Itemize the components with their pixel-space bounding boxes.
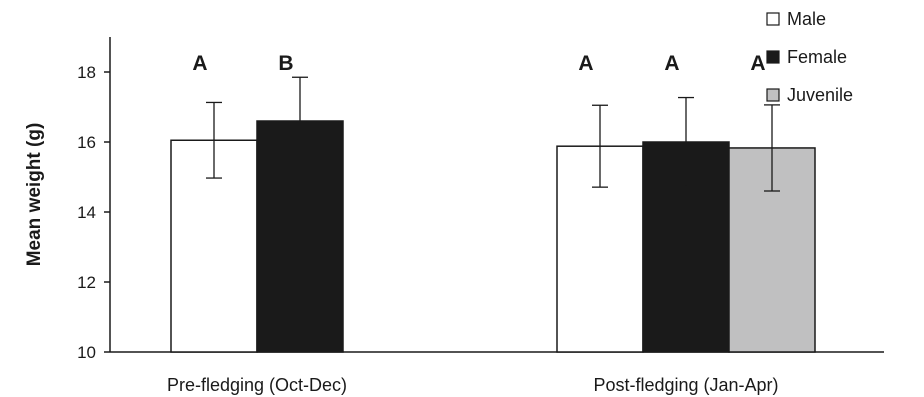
labels: A B Pre-fledging (Oct-Dec) A A A Post-fledging… — [167, 52, 779, 395]
y-tick-label: 16 — [77, 133, 96, 152]
legend-swatch-male — [766, 12, 780, 26]
legend-label-female: Female — [787, 47, 847, 67]
y-axis-label: Mean weight (g) — [24, 123, 45, 267]
legend-swatch-juvenile — [766, 88, 780, 102]
legend-swatch-female — [766, 50, 780, 64]
significance-letter: A — [192, 52, 207, 75]
legend-label-male: Male — [787, 9, 826, 29]
significance-letter: A — [750, 52, 765, 75]
y-tick-label: 14 — [77, 203, 96, 222]
significance-letter: B — [278, 52, 293, 75]
y-tick-label: 10 — [77, 343, 96, 362]
y-tick-label: 18 — [77, 63, 96, 82]
significance-letter: A — [578, 52, 593, 75]
legend-label-juvenile: Juvenile — [787, 85, 853, 105]
significance-letter: A — [664, 52, 679, 75]
category-label: Post-fledging (Jan-Apr) — [593, 375, 778, 395]
category-label: Pre-fledging (Oct-Dec) — [167, 375, 347, 395]
y-tick-label: 12 — [77, 273, 96, 292]
legend: Male Female Juvenile — [766, 9, 853, 105]
bars — [170, 76, 816, 353]
